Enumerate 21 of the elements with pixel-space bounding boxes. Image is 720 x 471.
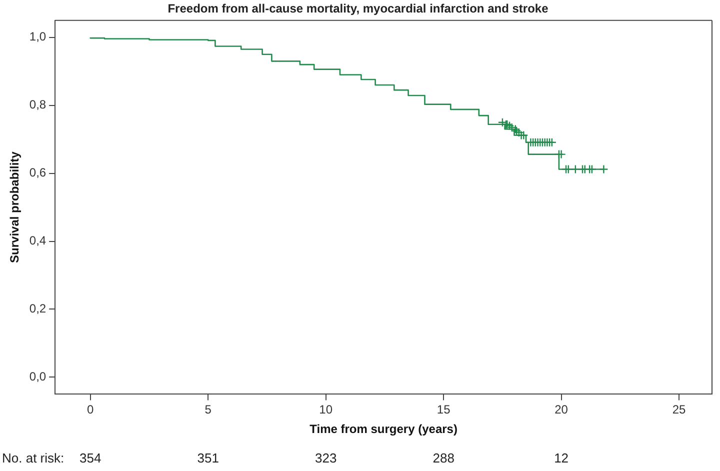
chart-title: Freedom from all-cause mortality, myocardial infarction and stroke xyxy=(168,2,549,16)
x-tick-label: 5 xyxy=(204,402,212,417)
text: 288 xyxy=(432,450,454,466)
x-tick-label: 10 xyxy=(319,402,333,417)
y-tick-label: 0,8 xyxy=(29,98,46,112)
y-tick-label: 0,2 xyxy=(29,302,46,316)
y-tick-label: 1,0 xyxy=(29,30,46,44)
text: 351 xyxy=(197,450,219,466)
text: 12 xyxy=(554,450,569,466)
x-tick-label: 20 xyxy=(554,402,568,417)
y-tick-label: 0,0 xyxy=(29,370,46,384)
y-tick-label: 0,6 xyxy=(29,166,46,180)
text: No. at risk: xyxy=(2,450,64,466)
y-axis-title: Survival probability xyxy=(8,151,22,263)
x-tick-label: 25 xyxy=(672,402,686,417)
x-axis-title: Time from surgery (years) xyxy=(310,422,458,436)
text: 323 xyxy=(315,450,337,466)
x-tick-label: 15 xyxy=(436,402,451,417)
text: 354 xyxy=(80,450,102,466)
y-tick-label: 0,4 xyxy=(29,234,46,248)
x-tick-label: 0 xyxy=(87,402,94,417)
